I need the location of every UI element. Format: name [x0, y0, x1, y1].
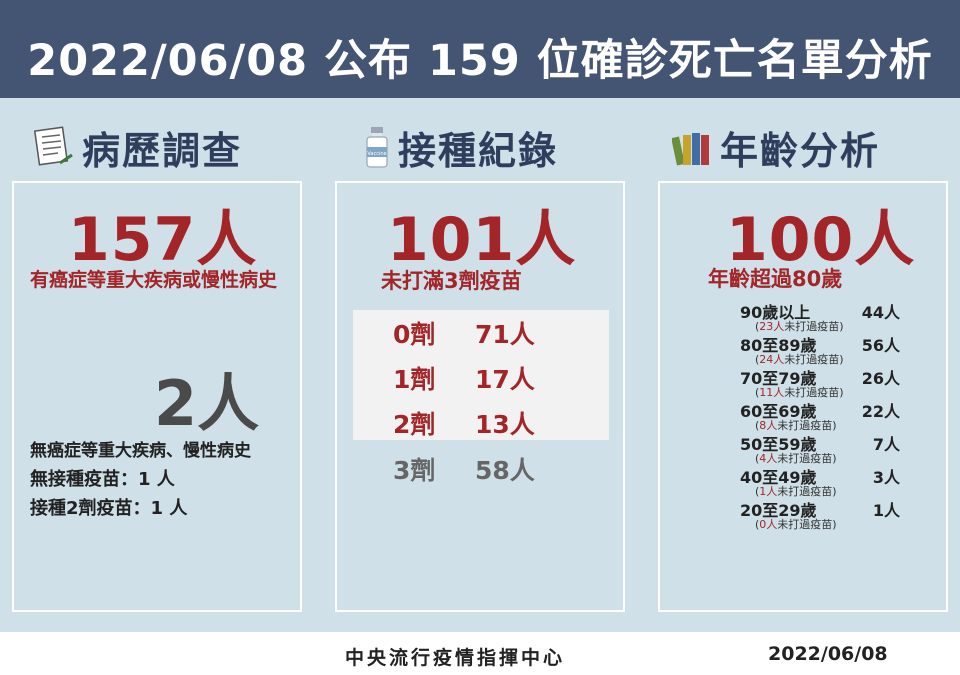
age-unvaccinated-suffix: 未打過疫苗 — [784, 320, 840, 333]
age-row: 40至49歲 3人 — [740, 464, 900, 488]
no-history-number: 2人 — [154, 367, 260, 440]
age-row: 20至29歲 1人 — [740, 497, 900, 521]
age-unvaccinated-note: (1人未打過疫苗) — [755, 485, 837, 498]
section-title-text: 接種紀錄 — [398, 128, 559, 173]
dose-row: 1劑 17人 — [393, 360, 535, 396]
age-label: 80至89歲 — [740, 336, 817, 355]
age-unvaccinated-count: 1人 — [759, 485, 778, 498]
age-unvaccinated-note: (4人未打過疫苗) — [755, 452, 837, 465]
age-label: 70至79歲 — [740, 369, 817, 388]
age-unvaccinated-suffix: 未打過疫苗 — [784, 386, 840, 399]
age-unvaccinated-suffix: 未打過疫苗 — [777, 485, 833, 498]
no-history-caption: 無癌症等重大疾病、慢性病史 — [30, 441, 251, 461]
dose-count: 17人 — [475, 365, 535, 394]
no-vaccine-line: 無接種疫苗：1 人 — [30, 469, 175, 490]
panel-vaccination-record: 101人 未打滿3劑疫苗 0劑 71人 1劑 17人 2劑 13人 3劑 58人 — [335, 181, 625, 612]
footer: 中央流行疫情指揮中心 2022/06/08 — [0, 632, 960, 675]
age-unvaccinated-note: (24人未打過疫苗) — [755, 353, 844, 366]
age-count: 44人 — [861, 303, 900, 322]
age-label: 90歲以上 — [740, 303, 811, 322]
document-icon — [33, 125, 74, 169]
vaccination-big-number: 101人 — [387, 205, 577, 275]
age-label: 20至29歲 — [740, 501, 817, 520]
dose-count: 58人 — [475, 456, 535, 485]
section-title-text: 病歷調查 — [82, 128, 243, 173]
age-unvaccinated-note: (11人未打過疫苗) — [755, 386, 844, 399]
age-unvaccinated-count: 4人 — [759, 452, 778, 465]
footer-date: 2022/06/08 — [768, 643, 888, 665]
age-unvaccinated-suffix: 未打過疫苗 — [777, 518, 833, 531]
footer-organization: 中央流行疫情指揮中心 — [345, 647, 566, 669]
dose-label: 3劑 — [393, 456, 436, 485]
age-label: 50至59歲 — [740, 435, 817, 454]
vaccine-vial-icon: Vaccine — [364, 125, 390, 169]
age-count: 1人 — [872, 501, 900, 520]
vaccination-caption: 未打滿3劑疫苗 — [381, 269, 522, 293]
age-big-number: 100人 — [726, 205, 916, 275]
age-unvaccinated-note: (23人未打過疫苗) — [755, 320, 844, 333]
age-unvaccinated-note: (0人未打過疫苗) — [755, 518, 837, 531]
vial-label: Vaccine — [367, 151, 386, 157]
section-title-medical-history: 病歷調查 — [33, 122, 243, 173]
age-unvaccinated-note: (8人未打過疫苗) — [755, 419, 837, 432]
header-banner: 2022/06/08 公布 159 位確診死亡名單分析 — [0, 0, 960, 98]
panel-age-analysis: 100人 年齡超過80歲 90歲以上 44人 (23人未打過疫苗) 80至89歲 56人… — [658, 181, 948, 612]
panel-medical-history: 157人 有癌症等重大疾病或慢性病史 2人 無癌症等重大疾病、慢性病史 無接種疫… — [12, 181, 302, 612]
age-count: 7人 — [872, 435, 900, 454]
age-count: 56人 — [861, 336, 900, 355]
age-row: 90歲以上 44人 — [740, 299, 900, 323]
dose-row: 0劑 71人 — [393, 315, 535, 351]
age-count: 22人 — [861, 402, 900, 421]
section-title-vaccination-record: Vaccine 接種紀錄 — [364, 122, 559, 173]
section-title-age-analysis: 年齡分析 — [671, 122, 881, 173]
age-row: 50至59歲 7人 — [740, 431, 900, 455]
two-dose-line: 接種2劑疫苗：1 人 — [30, 498, 188, 519]
medical-history-caption: 有癌症等重大疾病或慢性病史 — [30, 269, 278, 291]
age-label: 60至69歲 — [740, 402, 817, 421]
age-unvaccinated-suffix: 未打過疫苗 — [777, 419, 833, 432]
age-row: 60至69歲 22人 — [740, 398, 900, 422]
age-label: 40至49歲 — [740, 468, 817, 487]
books-icon — [671, 125, 712, 169]
age-unvaccinated-suffix: 未打過疫苗 — [784, 353, 840, 366]
dose-label: 0劑 — [393, 320, 436, 349]
dose-label: 1劑 — [393, 365, 436, 394]
age-unvaccinated-count: 0人 — [759, 518, 778, 531]
age-unvaccinated-count: 23人 — [759, 320, 785, 333]
age-unvaccinated-count: 24人 — [759, 353, 785, 366]
dose-highlight-box — [353, 310, 609, 440]
dose-row: 2劑 13人 — [393, 405, 535, 441]
age-row: 70至79歲 26人 — [740, 365, 900, 389]
dose-count: 71人 — [475, 320, 535, 349]
age-unvaccinated-suffix: 未打過疫苗 — [777, 452, 833, 465]
age-row: 80至89歲 56人 — [740, 332, 900, 356]
age-count: 26人 — [861, 369, 900, 388]
age-count: 3人 — [872, 468, 900, 487]
dose-label: 2劑 — [393, 410, 436, 439]
section-title-text: 年齡分析 — [720, 128, 881, 173]
age-unvaccinated-count: 11人 — [759, 386, 785, 399]
dose-count: 13人 — [475, 410, 535, 439]
page-title: 2022/06/08 公布 159 位確診死亡名單分析 — [27, 36, 933, 86]
medical-history-big-number: 157人 — [68, 205, 258, 275]
dose-row: 3劑 58人 — [393, 451, 535, 487]
age-unvaccinated-count: 8人 — [759, 419, 778, 432]
age-caption: 年齡超過80歲 — [708, 267, 843, 291]
